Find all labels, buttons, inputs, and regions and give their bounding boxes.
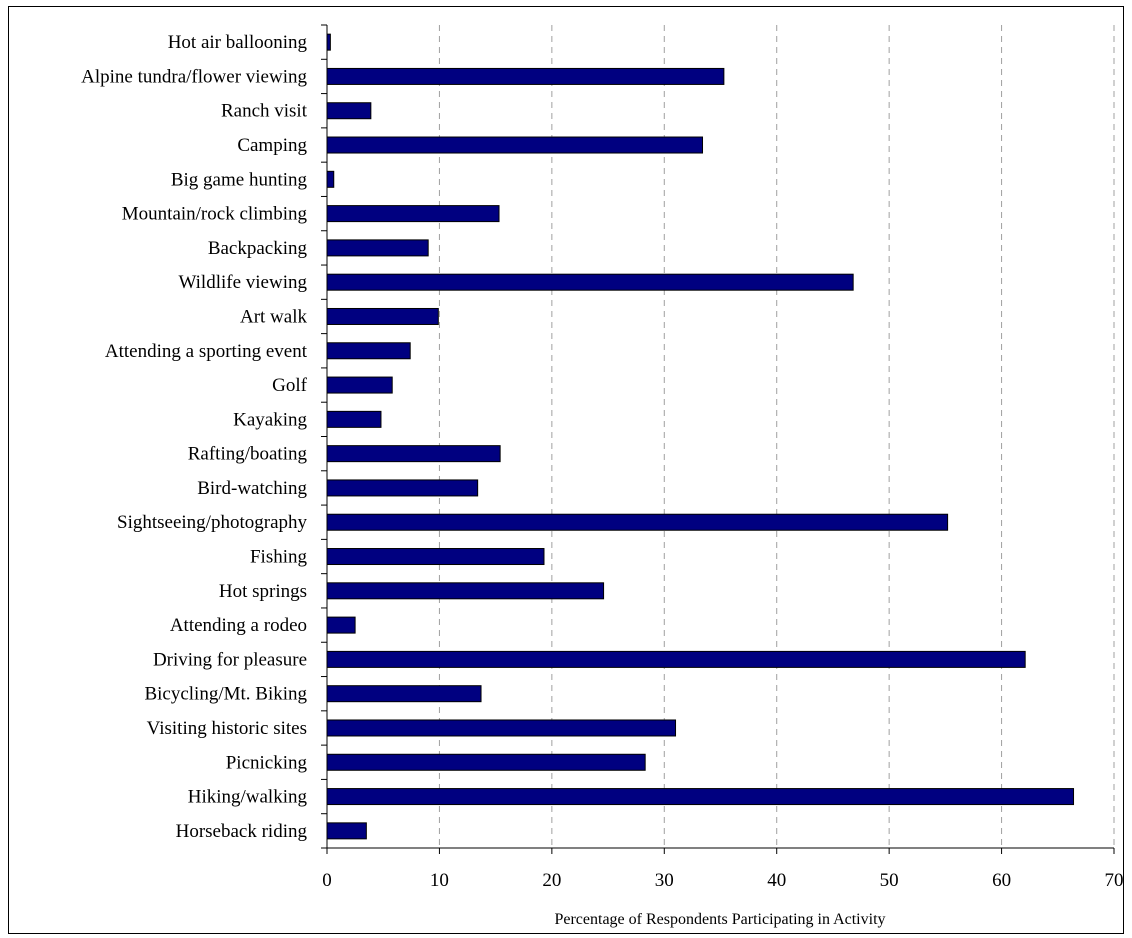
bar [326, 582, 605, 600]
x-tick-label: 70 [1105, 870, 1124, 891]
category-labels: Hot air ballooning Alpine tundra/flower v… [81, 32, 308, 842]
category-label: Backpacking [208, 238, 308, 259]
bar [326, 273, 854, 291]
gridlines [438, 25, 1115, 848]
bars [326, 33, 1075, 840]
bar [326, 307, 439, 325]
bar [326, 239, 429, 257]
chart-frame [8, 6, 1124, 934]
bar [326, 136, 704, 154]
bar [326, 753, 646, 771]
category-label: Wildlife viewing [178, 272, 307, 293]
category-label: Picnicking [226, 752, 308, 773]
x-tick-label: 40 [767, 870, 786, 891]
x-tick-label: 30 [655, 870, 674, 891]
bar [326, 719, 677, 737]
bar [326, 102, 372, 120]
bar [326, 822, 367, 840]
bar [326, 788, 1075, 806]
bar [326, 410, 382, 428]
x-tick-label: 20 [542, 870, 561, 891]
bar [326, 650, 1026, 668]
category-label: Fishing [250, 547, 308, 568]
category-label: Attending a sporting event [105, 341, 308, 362]
category-label: Visiting historic sites [147, 718, 307, 739]
bar [326, 479, 479, 497]
bar [326, 616, 356, 634]
category-label: Hot springs [219, 581, 307, 602]
axes [321, 24, 1115, 854]
bar [326, 445, 501, 463]
category-label: Bird-watching [197, 478, 307, 499]
category-label: Alpine tundra/flower viewing [81, 66, 307, 87]
category-label: Hiking/walking [188, 787, 308, 808]
bar [326, 342, 411, 360]
bar [326, 205, 500, 223]
category-label: Art walk [240, 306, 308, 327]
category-label: Hot air ballooning [168, 32, 308, 53]
category-label: Kayaking [233, 409, 307, 430]
category-label: Rafting/boating [188, 444, 308, 465]
bar [326, 548, 545, 566]
x-tick-labels: 0 10 20 30 40 50 60 70 [322, 870, 1123, 891]
bar [326, 170, 335, 188]
category-label: Horseback riding [176, 821, 308, 842]
category-label: Ranch visit [221, 101, 308, 122]
bar [326, 513, 949, 531]
x-tick-label: 50 [880, 870, 899, 891]
category-label: Mountain/rock climbing [122, 204, 308, 225]
x-tick-label: 0 [322, 870, 332, 891]
category-label: Attending a rodeo [170, 615, 307, 636]
category-label: Driving for pleasure [153, 649, 307, 670]
bar [326, 376, 393, 394]
bar [326, 33, 331, 51]
category-label: Big game hunting [171, 169, 308, 190]
category-label: Golf [272, 375, 308, 396]
x-tick-label: 60 [992, 870, 1011, 891]
bar [326, 67, 725, 85]
category-label: Bicycling/Mt. Biking [144, 684, 307, 705]
category-label: Sightseeing/photography [117, 512, 307, 533]
x-axis-title: Percentage of Respondents Participating … [554, 911, 885, 928]
x-tick-label: 10 [430, 870, 449, 891]
category-label: Camping [237, 135, 307, 156]
bar [326, 685, 482, 703]
